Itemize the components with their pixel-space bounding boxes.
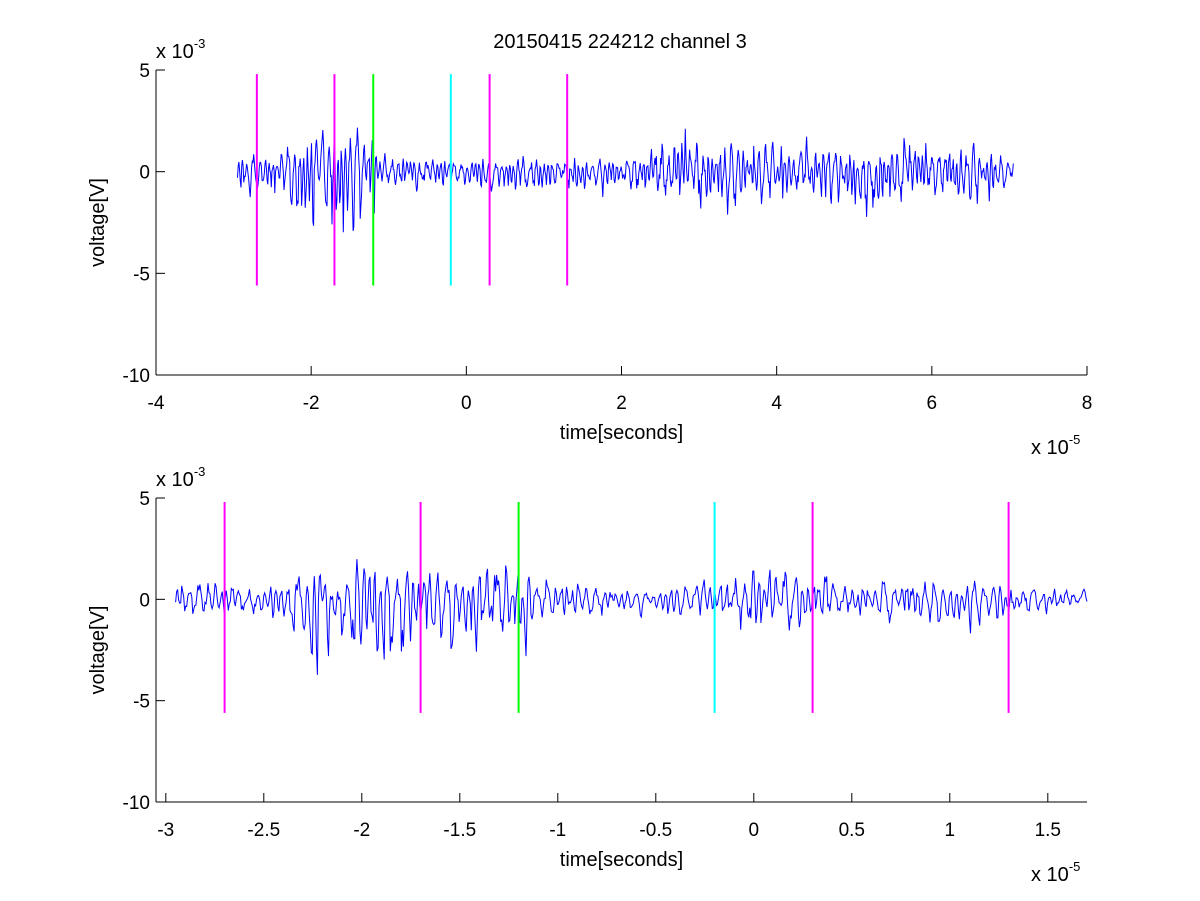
x-tick-label: -2 <box>303 393 320 414</box>
x-exponent-label: x 10-5 <box>1031 432 1080 459</box>
x-tick-label: -4 <box>148 393 165 414</box>
x-tick-label: -2.5 <box>247 820 280 841</box>
y-axis-label: voltage[V] <box>87 606 109 695</box>
x-axis-label: time[seconds] <box>560 849 683 871</box>
figure-title: 20150415 224212 channel 3 <box>493 31 747 53</box>
signal-trace <box>175 559 1088 675</box>
x-tick-label: -1 <box>549 820 566 841</box>
x-exponent-label: x 10-5 <box>1031 859 1080 886</box>
x-tick-label: -1.5 <box>443 820 476 841</box>
signal-trace <box>237 127 1014 233</box>
x-tick-label: -2 <box>353 820 370 841</box>
x-axis-label: time[seconds] <box>560 422 683 444</box>
x-tick-label: -3 <box>157 820 174 841</box>
y-tick-label: 0 <box>139 163 150 184</box>
y-axis-label: voltage[V] <box>87 178 109 267</box>
y-tick-label: -5 <box>133 264 150 285</box>
y-tick-label: -10 <box>123 366 150 387</box>
x-tick-label: -0.5 <box>639 820 672 841</box>
x-tick-label: 2 <box>616 393 627 414</box>
x-tick-label: 0 <box>749 820 760 841</box>
y-tick-label: -10 <box>123 793 150 814</box>
x-tick-label: 0.5 <box>839 820 865 841</box>
y-exponent-label: x 10-3 <box>156 464 205 491</box>
y-tick-label: -5 <box>133 692 150 713</box>
y-exponent-label: x 10-3 <box>156 36 205 63</box>
bottom-panel: -10 -5 0 5 -3 -2.5 -2 -1.5 -1 -0.5 0 0.5 1 1.5 time[se… <box>87 464 1088 886</box>
x-tick-label: 1.5 <box>1035 820 1061 841</box>
x-tick-label: 4 <box>771 393 782 414</box>
top-panel: -10 -5 0 5 -4 -2 0 2 4 6 8 time[seconds] voltage[V] x… <box>87 36 1092 459</box>
x-tick-label: 1 <box>945 820 956 841</box>
y-tick-label: 5 <box>139 61 150 82</box>
y-tick-label: 5 <box>139 489 150 510</box>
x-tick-label: 6 <box>927 393 938 414</box>
y-tick-label: 0 <box>139 590 150 611</box>
x-tick-label: 0 <box>461 393 472 414</box>
x-tick-label: 8 <box>1082 393 1093 414</box>
